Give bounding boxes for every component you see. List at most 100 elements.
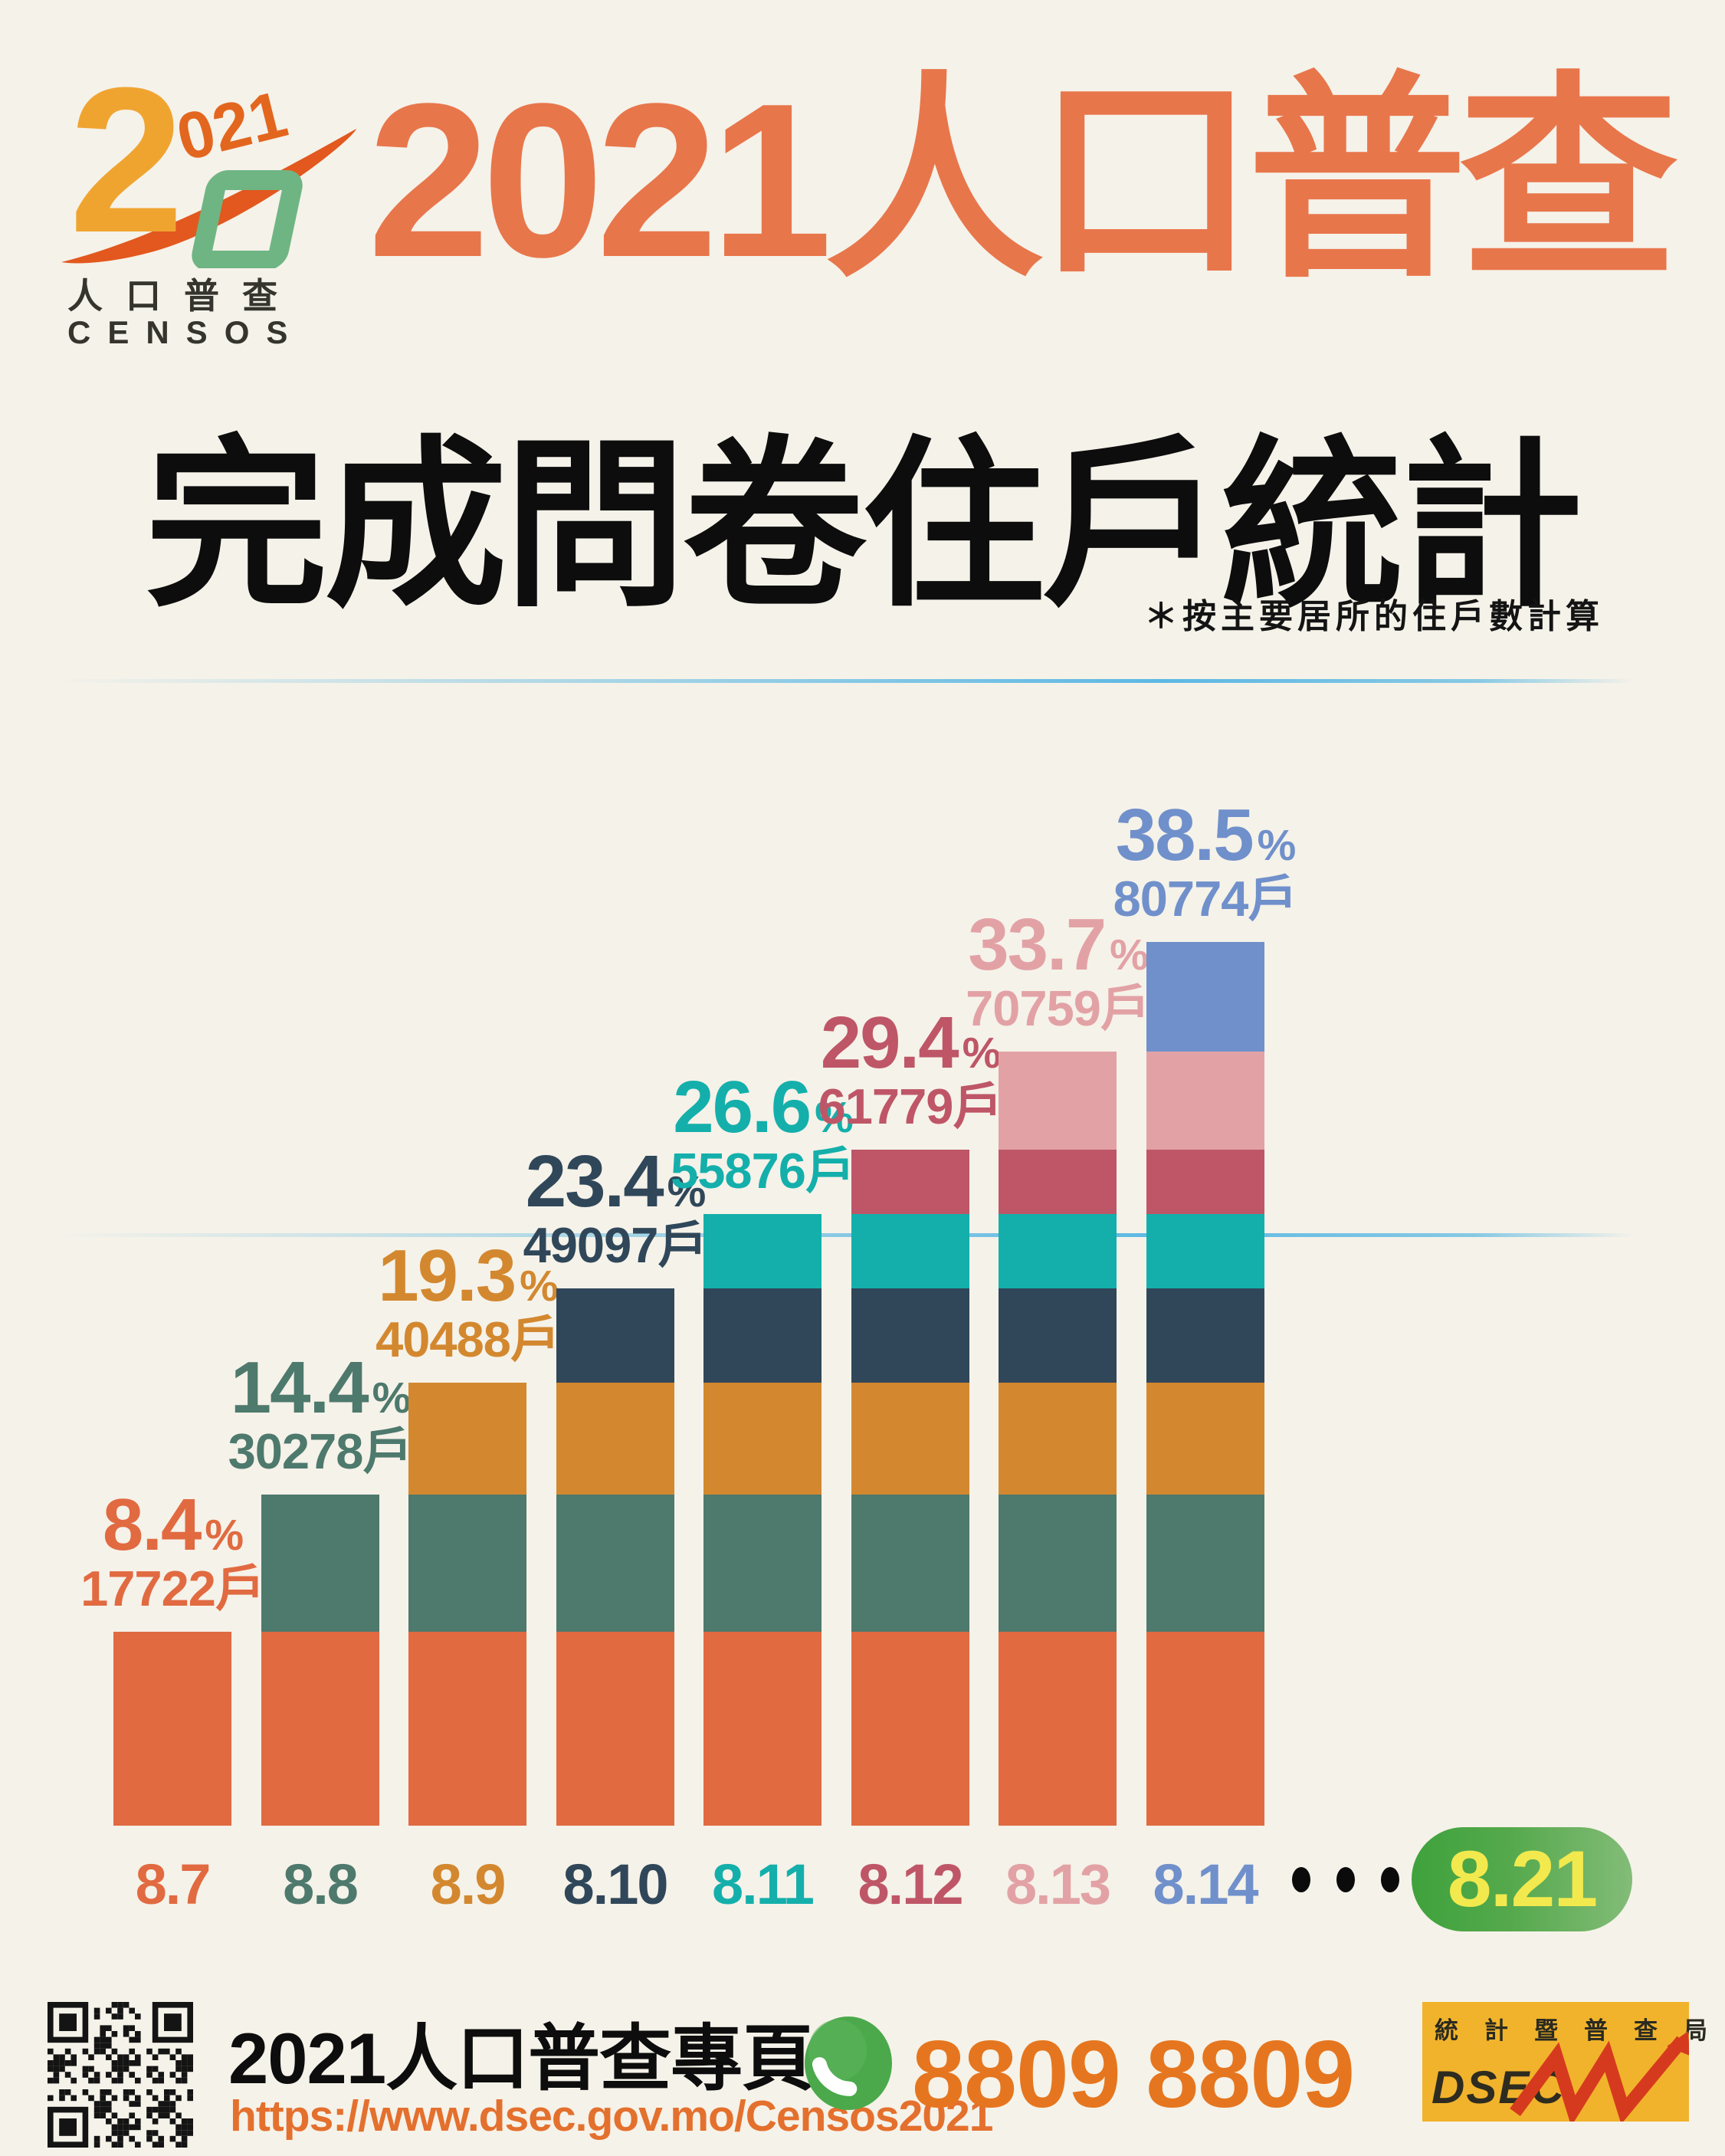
bar-8.14-segment-8.14 bbox=[1146, 942, 1264, 1052]
bar-8.14-segment-8.13 bbox=[1146, 1052, 1264, 1150]
bar-8.12-segment-8.8 bbox=[851, 1494, 969, 1633]
bar-8.11-segment-8.11 bbox=[703, 1214, 822, 1289]
bar-8.13-segment-8.12 bbox=[999, 1150, 1117, 1215]
x-axis-label-8.7: 8.7 bbox=[135, 1852, 212, 1916]
dsec-cjk-text: 統計暨普查局 bbox=[1435, 2017, 1725, 2044]
household-count: 80774戶 bbox=[1113, 870, 1298, 927]
highlight-date-pill: 8.21 bbox=[1412, 1827, 1632, 1931]
bar-8.14-segment-8.8 bbox=[1146, 1494, 1264, 1633]
bar-8.8-segment-8.7 bbox=[261, 1632, 379, 1826]
bar-8.9-segment-8.8 bbox=[408, 1494, 526, 1633]
logo-cjk-text: 人口普查 bbox=[67, 276, 300, 316]
bar-8.10-segment-8.10 bbox=[556, 1288, 674, 1383]
ellipsis-dots bbox=[1292, 1858, 1399, 1901]
bar-8.11-segment-8.9 bbox=[703, 1383, 822, 1495]
bar-8.14-segment-8.9 bbox=[1146, 1383, 1264, 1495]
logo-latin-text: CENSOS bbox=[67, 314, 305, 350]
bar-8.12-segment-8.12 bbox=[851, 1150, 969, 1215]
bar-8.10-segment-8.9 bbox=[556, 1383, 674, 1495]
phone-icon bbox=[805, 2017, 892, 2110]
bar-8.12-segment-8.10 bbox=[851, 1288, 969, 1383]
bar-8.11-segment-8.7 bbox=[703, 1632, 822, 1826]
bar-8.12-segment-8.9 bbox=[851, 1383, 969, 1495]
svg-text:2: 2 bbox=[69, 45, 184, 268]
x-axis-label-8.14: 8.14 bbox=[1153, 1852, 1258, 1916]
bar-8.14-segment-8.10 bbox=[1146, 1288, 1264, 1383]
gridline-top bbox=[54, 679, 1634, 683]
dsec-logo: 統計暨普查局 DSEC bbox=[1422, 2002, 1725, 2122]
census-2021-logo: 2 021 人口普查 CENSOS bbox=[54, 38, 360, 368]
percent-value: 14.4% bbox=[230, 1346, 412, 1429]
bar-8.11 bbox=[703, 1214, 822, 1826]
x-axis-label-8.9: 8.9 bbox=[430, 1852, 507, 1916]
bar-8.13-segment-8.8 bbox=[999, 1494, 1117, 1633]
x-axis-label-8.11: 8.11 bbox=[712, 1852, 815, 1916]
dsec-zigzag-icon bbox=[1510, 2031, 1689, 2122]
household-count: 30278戶 bbox=[228, 1423, 413, 1479]
bar-value-label-8.12: 29.4% 61779戶 bbox=[759, 1001, 1061, 1134]
bar-8.8-segment-8.8 bbox=[261, 1494, 379, 1633]
bar-8.13-segment-8.9 bbox=[999, 1383, 1117, 1495]
phone-number: 8809 8809 bbox=[912, 2022, 1355, 2128]
bar-8.10 bbox=[556, 1288, 674, 1826]
bar-8.11-segment-8.10 bbox=[703, 1288, 822, 1383]
bar-value-label-8.9: 19.3% 40488戶 bbox=[316, 1234, 618, 1367]
bar-value-label-8.13: 33.7% 70759戶 bbox=[907, 907, 1208, 1035]
bar-8.12-segment-8.11 bbox=[851, 1214, 969, 1289]
percent-value: 8.4% bbox=[102, 1483, 244, 1566]
bar-8.14-segment-8.12 bbox=[1146, 1150, 1264, 1215]
bar-8.9-segment-8.9 bbox=[408, 1383, 526, 1495]
bar-8.7-segment-8.7 bbox=[113, 1632, 231, 1826]
bar-value-label-8.14: 38.5% 80774戶 bbox=[1054, 793, 1356, 927]
highlight-date-label: 8.21 bbox=[1447, 1834, 1598, 1924]
bar-8.13-segment-8.11 bbox=[999, 1214, 1117, 1289]
census-2021-logo-art: 2 021 bbox=[61, 45, 356, 268]
bar-8.14-segment-8.11 bbox=[1146, 1214, 1264, 1289]
footnote: ＊按主要居所的住戶數計算 bbox=[1144, 598, 1604, 635]
household-count: 61779戶 bbox=[818, 1078, 1003, 1134]
qr-code bbox=[48, 2002, 193, 2148]
x-axis-label-8.13: 8.13 bbox=[1005, 1852, 1111, 1916]
gridline-middle bbox=[54, 1233, 1634, 1237]
household-count: 17722戶 bbox=[80, 1560, 265, 1616]
household-count: 70759戶 bbox=[966, 980, 1150, 1036]
bar-8.11-segment-8.8 bbox=[703, 1494, 822, 1633]
bar-8.13-segment-8.10 bbox=[999, 1288, 1117, 1383]
percent-value: 29.4% bbox=[820, 1001, 1002, 1084]
bar-8.10-segment-8.8 bbox=[556, 1494, 674, 1633]
bar-8.13-segment-8.7 bbox=[999, 1632, 1117, 1826]
bar-8.7 bbox=[113, 1632, 231, 1826]
bar-8.13 bbox=[999, 1052, 1117, 1826]
bar-8.12-segment-8.7 bbox=[851, 1632, 969, 1826]
percent-value: 33.7% bbox=[968, 903, 1149, 986]
ellipsis-dot bbox=[1292, 1866, 1310, 1892]
percent-value: 38.5% bbox=[1115, 793, 1297, 876]
bar-value-label-8.8: 14.4% 30278戶 bbox=[169, 1350, 471, 1478]
household-count: 40488戶 bbox=[375, 1311, 560, 1367]
x-axis-label-8.10: 8.10 bbox=[562, 1852, 668, 1916]
bar-8.10-segment-8.7 bbox=[556, 1632, 674, 1826]
percent-value: 19.3% bbox=[378, 1234, 559, 1317]
svg-text:021: 021 bbox=[169, 77, 294, 176]
site-title: 2021人口普查專頁 bbox=[228, 2018, 814, 2099]
bar-8.14-segment-8.7 bbox=[1146, 1632, 1264, 1826]
x-axis-label-8.12: 8.12 bbox=[858, 1852, 963, 1916]
household-count: 55876戶 bbox=[671, 1142, 855, 1199]
page-subtitle: 完成問卷住戶統計 bbox=[145, 425, 1583, 628]
bar-8.9-segment-8.7 bbox=[408, 1632, 526, 1826]
ellipsis-dot bbox=[1381, 1866, 1399, 1892]
bar-value-label-8.11: 26.6% 55876戶 bbox=[612, 1065, 913, 1199]
household-count: 49097戶 bbox=[523, 1216, 708, 1273]
bar-value-label-8.7: 8.4% 17722戶 bbox=[21, 1483, 323, 1616]
bar-8.8 bbox=[261, 1494, 379, 1826]
page-title: 2021人口普查 bbox=[367, 57, 1678, 303]
bar-8.13-segment-8.13 bbox=[999, 1052, 1117, 1150]
bar-8.12 bbox=[851, 1150, 969, 1826]
percent-value: 26.6% bbox=[673, 1065, 854, 1148]
x-axis-label-8.8: 8.8 bbox=[283, 1852, 359, 1916]
bar-8.14 bbox=[1146, 942, 1264, 1826]
ellipsis-dot bbox=[1336, 1866, 1355, 1892]
percent-value: 23.4% bbox=[525, 1140, 707, 1222]
bar-8.9 bbox=[408, 1383, 526, 1826]
